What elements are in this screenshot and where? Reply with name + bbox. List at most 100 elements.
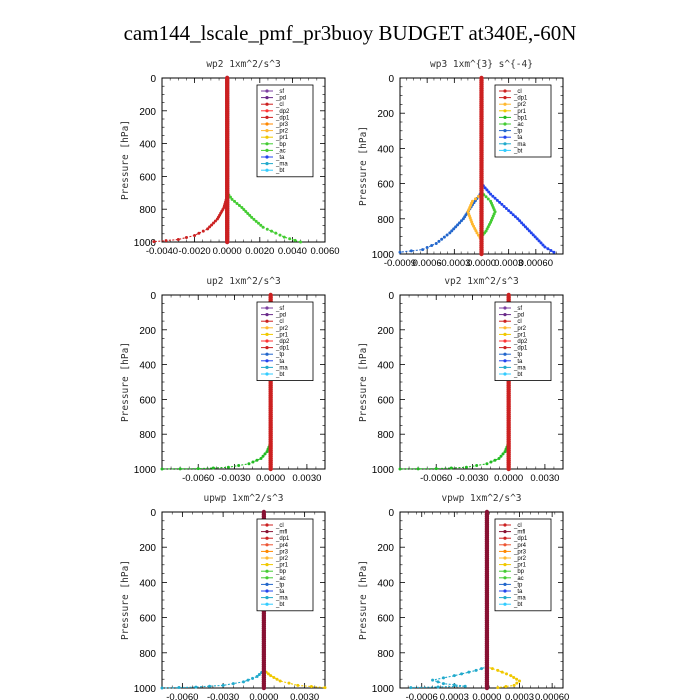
legend-marker	[265, 115, 269, 119]
legend-label: _ma	[513, 365, 526, 371]
series-point-pr2	[476, 195, 480, 199]
series-point-ac	[486, 197, 490, 201]
series-point-ma	[409, 686, 413, 690]
series-point-ta	[504, 207, 508, 211]
series-point-bp	[261, 225, 265, 229]
y-tick-label: 0	[150, 508, 156, 519]
legend-label: _cl	[513, 319, 522, 325]
legend-label: _bt	[275, 372, 285, 378]
series-point-ma	[460, 672, 464, 676]
legend-label: _pr1	[275, 135, 289, 141]
legend-marker	[265, 339, 269, 343]
series-point-pr1	[512, 675, 516, 679]
series-point-tp	[445, 233, 449, 237]
series-point-dp1	[215, 217, 219, 221]
series-point-dp1	[197, 231, 201, 235]
legend-label: _bt	[513, 372, 523, 378]
legend-marker	[503, 115, 507, 119]
y-tick-label: 600	[377, 395, 394, 406]
series-point-ma	[194, 685, 198, 689]
chart-panel-1: wp2 1xm^2/s^3 Pressure [hPa] 0 200 400 600 800…	[120, 59, 340, 257]
series-point-mfl	[261, 685, 267, 691]
series-point-bp1	[489, 460, 493, 464]
y-tick-label: 1000	[372, 250, 395, 261]
legend-marker	[503, 536, 507, 540]
series-point-bp	[242, 208, 246, 212]
series-point-bp	[256, 221, 260, 225]
series-point-pr1	[496, 668, 500, 672]
series-point-ta	[535, 237, 539, 241]
legend-marker	[265, 352, 269, 356]
legend-label: _tp	[513, 352, 523, 358]
series-point-ta	[489, 192, 493, 196]
legend-marker	[265, 306, 269, 310]
legend-label: _mfl	[513, 530, 525, 536]
y-tick-label: 400	[139, 140, 156, 151]
legend-label: _dp2	[513, 339, 528, 345]
series-point-bp1	[416, 467, 420, 471]
legend-label: _cl	[513, 89, 522, 95]
chart-panel-4: vp2 1xm^2/s^3 Pressure [hPa] 0 200 400 600 800…	[358, 276, 564, 484]
legend-marker	[503, 576, 507, 580]
series-point-tp	[440, 237, 444, 241]
series-point-bp	[288, 237, 292, 241]
legend-marker	[265, 332, 269, 336]
legend-marker	[503, 352, 507, 356]
series-point-mfl	[484, 685, 490, 691]
series-point-cl	[268, 466, 273, 472]
legend-marker	[265, 549, 269, 554]
legend-label: _pr2	[513, 556, 527, 562]
series-point-tp	[454, 225, 458, 229]
series-point-ma	[208, 684, 212, 688]
y-tick-label: 200	[139, 326, 156, 337]
series-point-bp	[235, 201, 239, 205]
legend-label: _pr2	[275, 556, 289, 562]
series-point-ma	[452, 683, 456, 687]
series-point-ta	[539, 241, 543, 245]
legend-marker	[503, 89, 507, 93]
series-line-bp1	[399, 295, 510, 470]
legend-marker	[503, 313, 507, 317]
legend-label: _dp2	[275, 109, 290, 115]
series-point-bp1	[434, 467, 438, 471]
chart-panel-6: vpwp 1xm^2/s^3 Pressure [hPa] 0 200 400 600 80…	[358, 493, 569, 700]
series-point-bp	[265, 227, 269, 231]
legend-marker	[265, 313, 269, 317]
legend-label: _dp1	[513, 346, 528, 352]
series-point-ta	[511, 213, 515, 217]
x-tick-label: 0.0000	[467, 258, 496, 269]
y-tick-label: 800	[377, 649, 394, 660]
legend-label: _pr1	[275, 563, 289, 569]
series-point-ta	[498, 200, 502, 204]
series-point-bp1	[503, 450, 507, 454]
series-point-tp	[456, 223, 460, 227]
x-tick-label: -0.0040	[146, 246, 178, 257]
series-point-ma	[463, 684, 467, 688]
legend-marker	[503, 589, 507, 593]
legend-marker	[265, 122, 269, 126]
series-point-bp1	[501, 452, 505, 456]
legend-marker	[265, 563, 269, 567]
series-point-tp	[425, 246, 429, 250]
series-point-bp1	[160, 467, 164, 471]
series-point-ta	[507, 209, 511, 213]
legend-marker	[503, 332, 507, 336]
series-point-bp	[230, 197, 234, 201]
series-point-ma	[474, 668, 478, 672]
y-tick-label: 0	[150, 74, 156, 85]
x-tick-label: 0.0030	[292, 473, 321, 484]
legend-marker	[265, 162, 269, 166]
x-tick-label: 0.0030	[530, 473, 559, 484]
series-point-ta	[525, 227, 529, 231]
series-point-pr1	[490, 667, 494, 671]
series-point-bp	[237, 204, 241, 208]
x-tick-label: -0.0060	[182, 473, 214, 484]
legend-label: _pr4	[513, 543, 527, 549]
series-point-bp	[274, 231, 278, 235]
y-tick-label: 400	[139, 361, 156, 372]
y-tick-label: 1000	[372, 684, 395, 695]
series-point-bp	[233, 199, 237, 203]
x-tick-label: 0.0060	[310, 246, 339, 257]
legend-label: _ma	[275, 162, 288, 168]
legend-marker	[503, 582, 507, 587]
